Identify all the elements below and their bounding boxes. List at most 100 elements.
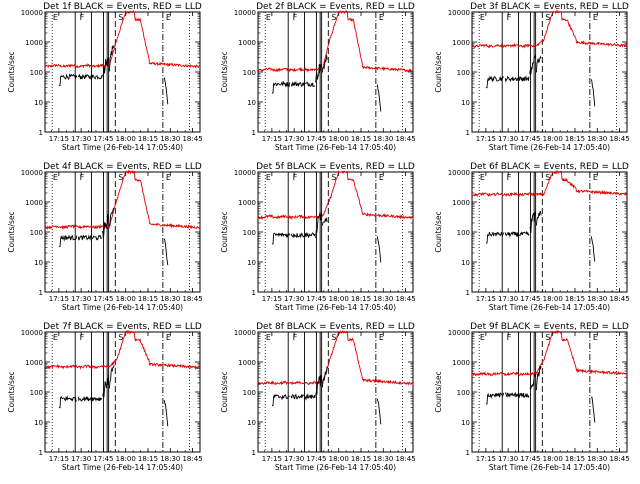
y-tick-label: 1	[252, 289, 256, 297]
events-series-line	[315, 211, 323, 239]
x-tick-label: 17:15	[49, 455, 69, 463]
y-tick-label: 1000	[25, 359, 43, 367]
y-tick-label: 1	[252, 129, 256, 137]
events-series-line	[58, 234, 78, 248]
x-tick-label: 18:15	[565, 135, 585, 143]
y-tick-label: 1	[39, 289, 43, 297]
panel-title: Det 4f BLACK = Events, RED = LLD	[43, 162, 202, 172]
events-series-line	[590, 79, 596, 107]
events-series-line	[290, 393, 316, 401]
marker-letter: S	[545, 13, 550, 22]
lld-series-line	[471, 9, 628, 49]
y-tick-label: 10000	[234, 169, 256, 177]
x-tick-label: 17:15	[476, 135, 496, 143]
events-series-line	[271, 394, 290, 407]
y-tick-label: 100	[243, 69, 256, 77]
y-axis-label: Counts/sec	[7, 211, 16, 252]
x-tick-label: 17:30	[498, 135, 518, 143]
marker-letter: F	[80, 333, 85, 342]
panel-title: Det 2f BLACK = Events, RED = LLD	[256, 2, 415, 12]
events-series-line	[485, 392, 505, 405]
y-tick-label: 1	[466, 129, 470, 137]
panel-3f: Det 3f BLACK = Events, RED = LLD 1 10 100 10…	[434, 2, 630, 152]
y-tick-label: 10000	[234, 9, 256, 17]
marker-letter: F	[80, 13, 85, 22]
events-series-line	[376, 236, 382, 263]
x-axis-label: Start Time (26-Feb-14 17:05:40)	[62, 463, 183, 472]
x-tick-label: 18:45	[609, 455, 629, 463]
events-series-line	[102, 374, 110, 398]
panel-title: Det 9f BLACK = Events, RED = LLD	[470, 322, 629, 332]
marker-letter: E	[379, 173, 384, 182]
x-tick-label: 17:15	[49, 295, 69, 303]
x-tick-label: 17:15	[49, 135, 69, 143]
y-tick-label: 10000	[21, 169, 43, 177]
y-tick-label: 1	[39, 449, 43, 457]
marker-letter: F	[507, 13, 512, 22]
marker-letter: S	[118, 333, 123, 342]
panel-6f: Det 6f BLACK = Events, RED = LLD 1 10 100 10…	[434, 162, 630, 312]
y-tick-label: 1000	[452, 359, 470, 367]
marker-letter: E	[166, 13, 171, 22]
x-tick-label: 17:45	[93, 455, 113, 463]
y-tick-label: 10000	[21, 329, 43, 337]
y-tick-label: 100	[30, 69, 43, 77]
plot-frame	[44, 331, 201, 453]
x-tick-label: 18:15	[565, 455, 585, 463]
x-tick-label: 17:30	[498, 455, 518, 463]
y-tick-label: 100	[457, 389, 470, 397]
y-tick-label: 10	[461, 99, 470, 107]
y-tick-label: 10000	[448, 169, 470, 177]
x-tick-label: 18:00	[116, 295, 136, 303]
y-tick-label: 10	[34, 259, 43, 267]
x-tick-label: 18:00	[543, 455, 563, 463]
marker-letter: F	[80, 173, 85, 182]
x-tick-label: 17:45	[93, 295, 113, 303]
y-tick-label: 100	[30, 389, 43, 397]
x-axis-label: Start Time (26-Feb-14 17:05:40)	[489, 303, 610, 312]
lld-series-line	[44, 169, 201, 231]
events-series-line	[77, 73, 103, 80]
x-tick-label: 18:30	[373, 295, 393, 303]
panel-8f: Det 8f BLACK = Events, RED = LLD 1 10 100 10…	[220, 322, 416, 472]
y-tick-label: 10	[247, 259, 256, 267]
x-tick-label: 18:30	[160, 295, 180, 303]
x-tick-label: 17:15	[476, 455, 496, 463]
panel-5f: Det 5f BLACK = Events, RED = LLD 1 10 100 10…	[220, 162, 416, 312]
x-tick-label: 18:15	[565, 295, 585, 303]
plot-frame	[471, 331, 628, 453]
panel-title: Det 3f BLACK = Events, RED = LLD	[470, 2, 629, 12]
events-series-line	[290, 81, 315, 88]
events-series-line	[504, 391, 530, 399]
plot-frame	[257, 11, 414, 133]
events-series-line	[535, 365, 542, 391]
x-tick-label: 18:45	[395, 135, 415, 143]
y-tick-label: 10000	[234, 329, 256, 337]
events-series-line	[485, 231, 505, 244]
marker-letter: F	[293, 13, 298, 22]
events-series-line	[163, 400, 169, 427]
events-series-line	[163, 238, 169, 266]
x-tick-label: 17:30	[498, 295, 518, 303]
marker-letter: S	[545, 333, 550, 342]
marker-letter: E	[593, 13, 598, 22]
y-axis-label: Counts/sec	[220, 51, 229, 92]
x-tick-label: 17:45	[520, 455, 540, 463]
x-tick-label: 18:30	[587, 295, 607, 303]
marker-letter: E	[480, 173, 485, 182]
events-series-line	[529, 54, 537, 75]
events-series-line	[504, 75, 530, 83]
y-tick-label: 100	[243, 389, 256, 397]
x-tick-label: 17:15	[476, 295, 496, 303]
y-axis-label: Counts/sec	[434, 371, 443, 412]
marker-letter: F	[507, 173, 512, 182]
panel-title: Det 8f BLACK = Events, RED = LLD	[256, 322, 415, 332]
marker-letter: E	[53, 333, 58, 342]
y-tick-label: 1000	[452, 199, 470, 207]
x-tick-label: 18:00	[329, 295, 349, 303]
x-axis-label: Start Time (26-Feb-14 17:05:40)	[62, 303, 183, 312]
y-axis-label: Counts/sec	[220, 211, 229, 252]
y-tick-label: 1000	[25, 39, 43, 47]
x-tick-label: 17:45	[520, 295, 540, 303]
events-series-line	[535, 210, 542, 226]
